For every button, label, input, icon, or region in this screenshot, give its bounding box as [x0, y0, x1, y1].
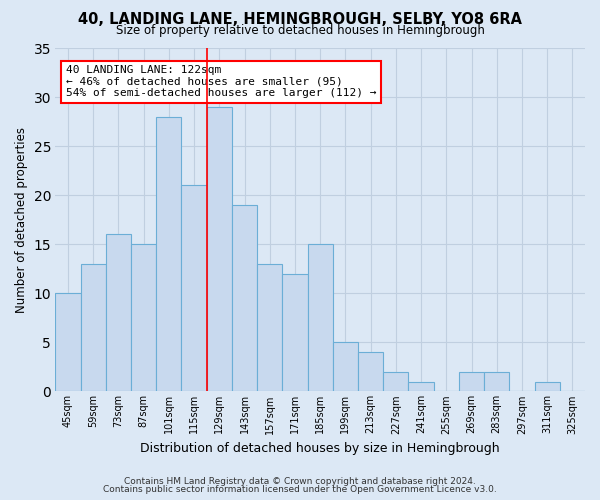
Bar	[358, 352, 383, 392]
Text: Contains HM Land Registry data © Crown copyright and database right 2024.: Contains HM Land Registry data © Crown c…	[124, 477, 476, 486]
Bar	[459, 372, 484, 392]
Bar	[308, 244, 333, 392]
Bar	[106, 234, 131, 392]
Bar	[484, 372, 509, 392]
Bar	[232, 205, 257, 392]
Bar	[283, 274, 308, 392]
X-axis label: Distribution of detached houses by size in Hemingbrough: Distribution of detached houses by size …	[140, 442, 500, 455]
Bar	[80, 264, 106, 392]
Bar	[409, 382, 434, 392]
Bar	[206, 107, 232, 392]
Bar	[535, 382, 560, 392]
Y-axis label: Number of detached properties: Number of detached properties	[15, 126, 28, 312]
Text: Contains public sector information licensed under the Open Government Licence v3: Contains public sector information licen…	[103, 485, 497, 494]
Bar	[55, 294, 80, 392]
Text: Size of property relative to detached houses in Hemingbrough: Size of property relative to detached ho…	[116, 24, 484, 37]
Text: 40, LANDING LANE, HEMINGBROUGH, SELBY, YO8 6RA: 40, LANDING LANE, HEMINGBROUGH, SELBY, Y…	[78, 12, 522, 28]
Bar	[257, 264, 283, 392]
Text: 40 LANDING LANE: 122sqm
← 46% of detached houses are smaller (95)
54% of semi-de: 40 LANDING LANE: 122sqm ← 46% of detache…	[66, 65, 376, 98]
Bar	[156, 116, 181, 392]
Bar	[181, 186, 206, 392]
Bar	[333, 342, 358, 392]
Bar	[131, 244, 156, 392]
Bar	[383, 372, 409, 392]
